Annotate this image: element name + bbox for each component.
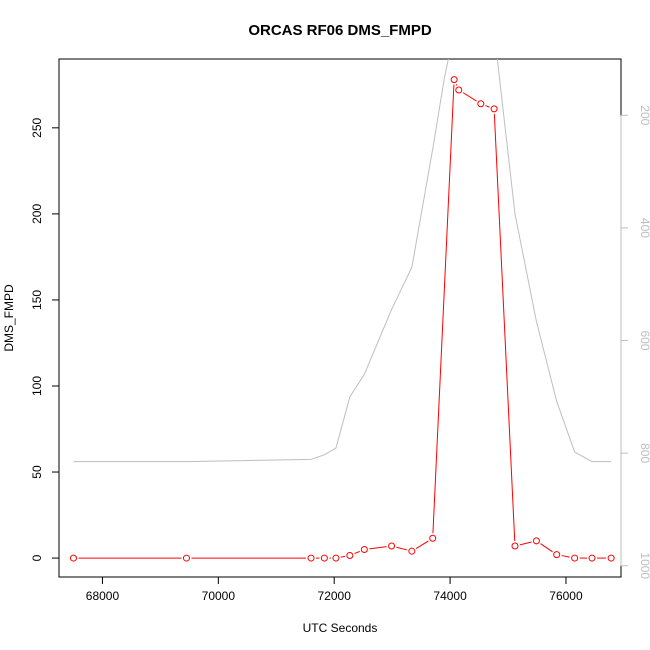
data-point (408, 547, 416, 555)
primary-series-segment (354, 550, 360, 555)
primary-series-segment (485, 105, 490, 108)
x-axis-label: UTC Seconds (303, 621, 378, 635)
data-point (571, 554, 579, 562)
data-point (588, 554, 596, 562)
data-point (346, 551, 354, 559)
x-tick-label: 76000 (549, 589, 583, 603)
right-axis: 200 400 600 800 1000 (620, 105, 650, 579)
y-tick-label: 100 (30, 376, 44, 396)
plot-frame (58, 58, 622, 578)
primary-series-segment (415, 540, 429, 549)
x-tick-label: 74000 (433, 589, 467, 603)
data-point (307, 554, 315, 562)
primary-series-segment (340, 555, 346, 558)
right-tick-label: 400 (638, 218, 650, 238)
data-point (477, 100, 485, 108)
y-tick-label: 0 (30, 554, 44, 561)
primary-series-layer (69, 76, 615, 562)
primary-series-segment (432, 84, 455, 534)
chart-title: ORCAS RF06 DMS_FMPD (248, 22, 432, 39)
x-tick-label: 72000 (318, 589, 352, 603)
data-point (511, 542, 519, 550)
primary-series-segment (493, 113, 516, 542)
data-point (332, 554, 340, 562)
data-point (607, 554, 615, 562)
y-tick-label: 250 (30, 118, 44, 138)
secondary-series-layer (73, 59, 612, 463)
data-point (320, 554, 328, 562)
secondary-series-line (73, 59, 612, 463)
data-point (553, 551, 561, 559)
x-tick-label: 70000 (202, 589, 236, 603)
data-point (429, 534, 437, 542)
primary-series-segment (369, 546, 387, 550)
y-tick-label: 50 (30, 465, 44, 479)
data-point (532, 537, 540, 545)
data-point (455, 86, 463, 94)
right-tick-label: 600 (638, 331, 650, 351)
right-tick-label: 200 (638, 105, 650, 125)
right-tick-label: 800 (638, 443, 650, 463)
x-axis: 68000 70000 72000 74000 76000 (86, 576, 583, 603)
data-point (182, 554, 190, 562)
data-point (388, 542, 396, 550)
y-tick-label: 150 (30, 290, 44, 310)
primary-series-segment (561, 555, 570, 558)
y-tick-label: 200 (30, 204, 44, 224)
right-tick-label: 1000 (638, 552, 650, 579)
primary-series-segment (462, 92, 477, 102)
x-tick-label: 68000 (86, 589, 120, 603)
data-point (360, 545, 368, 553)
data-point (490, 105, 498, 113)
primary-series-segment (396, 546, 408, 551)
y-axis: 0 50 100 150 200 250 (30, 118, 60, 561)
primary-series-segment (519, 541, 532, 546)
primary-series-segment (540, 543, 553, 553)
data-point (69, 554, 77, 562)
data-point (450, 76, 458, 84)
y-axis-label: DMS_FMPD (2, 284, 16, 352)
primary-series-segment (455, 84, 458, 86)
